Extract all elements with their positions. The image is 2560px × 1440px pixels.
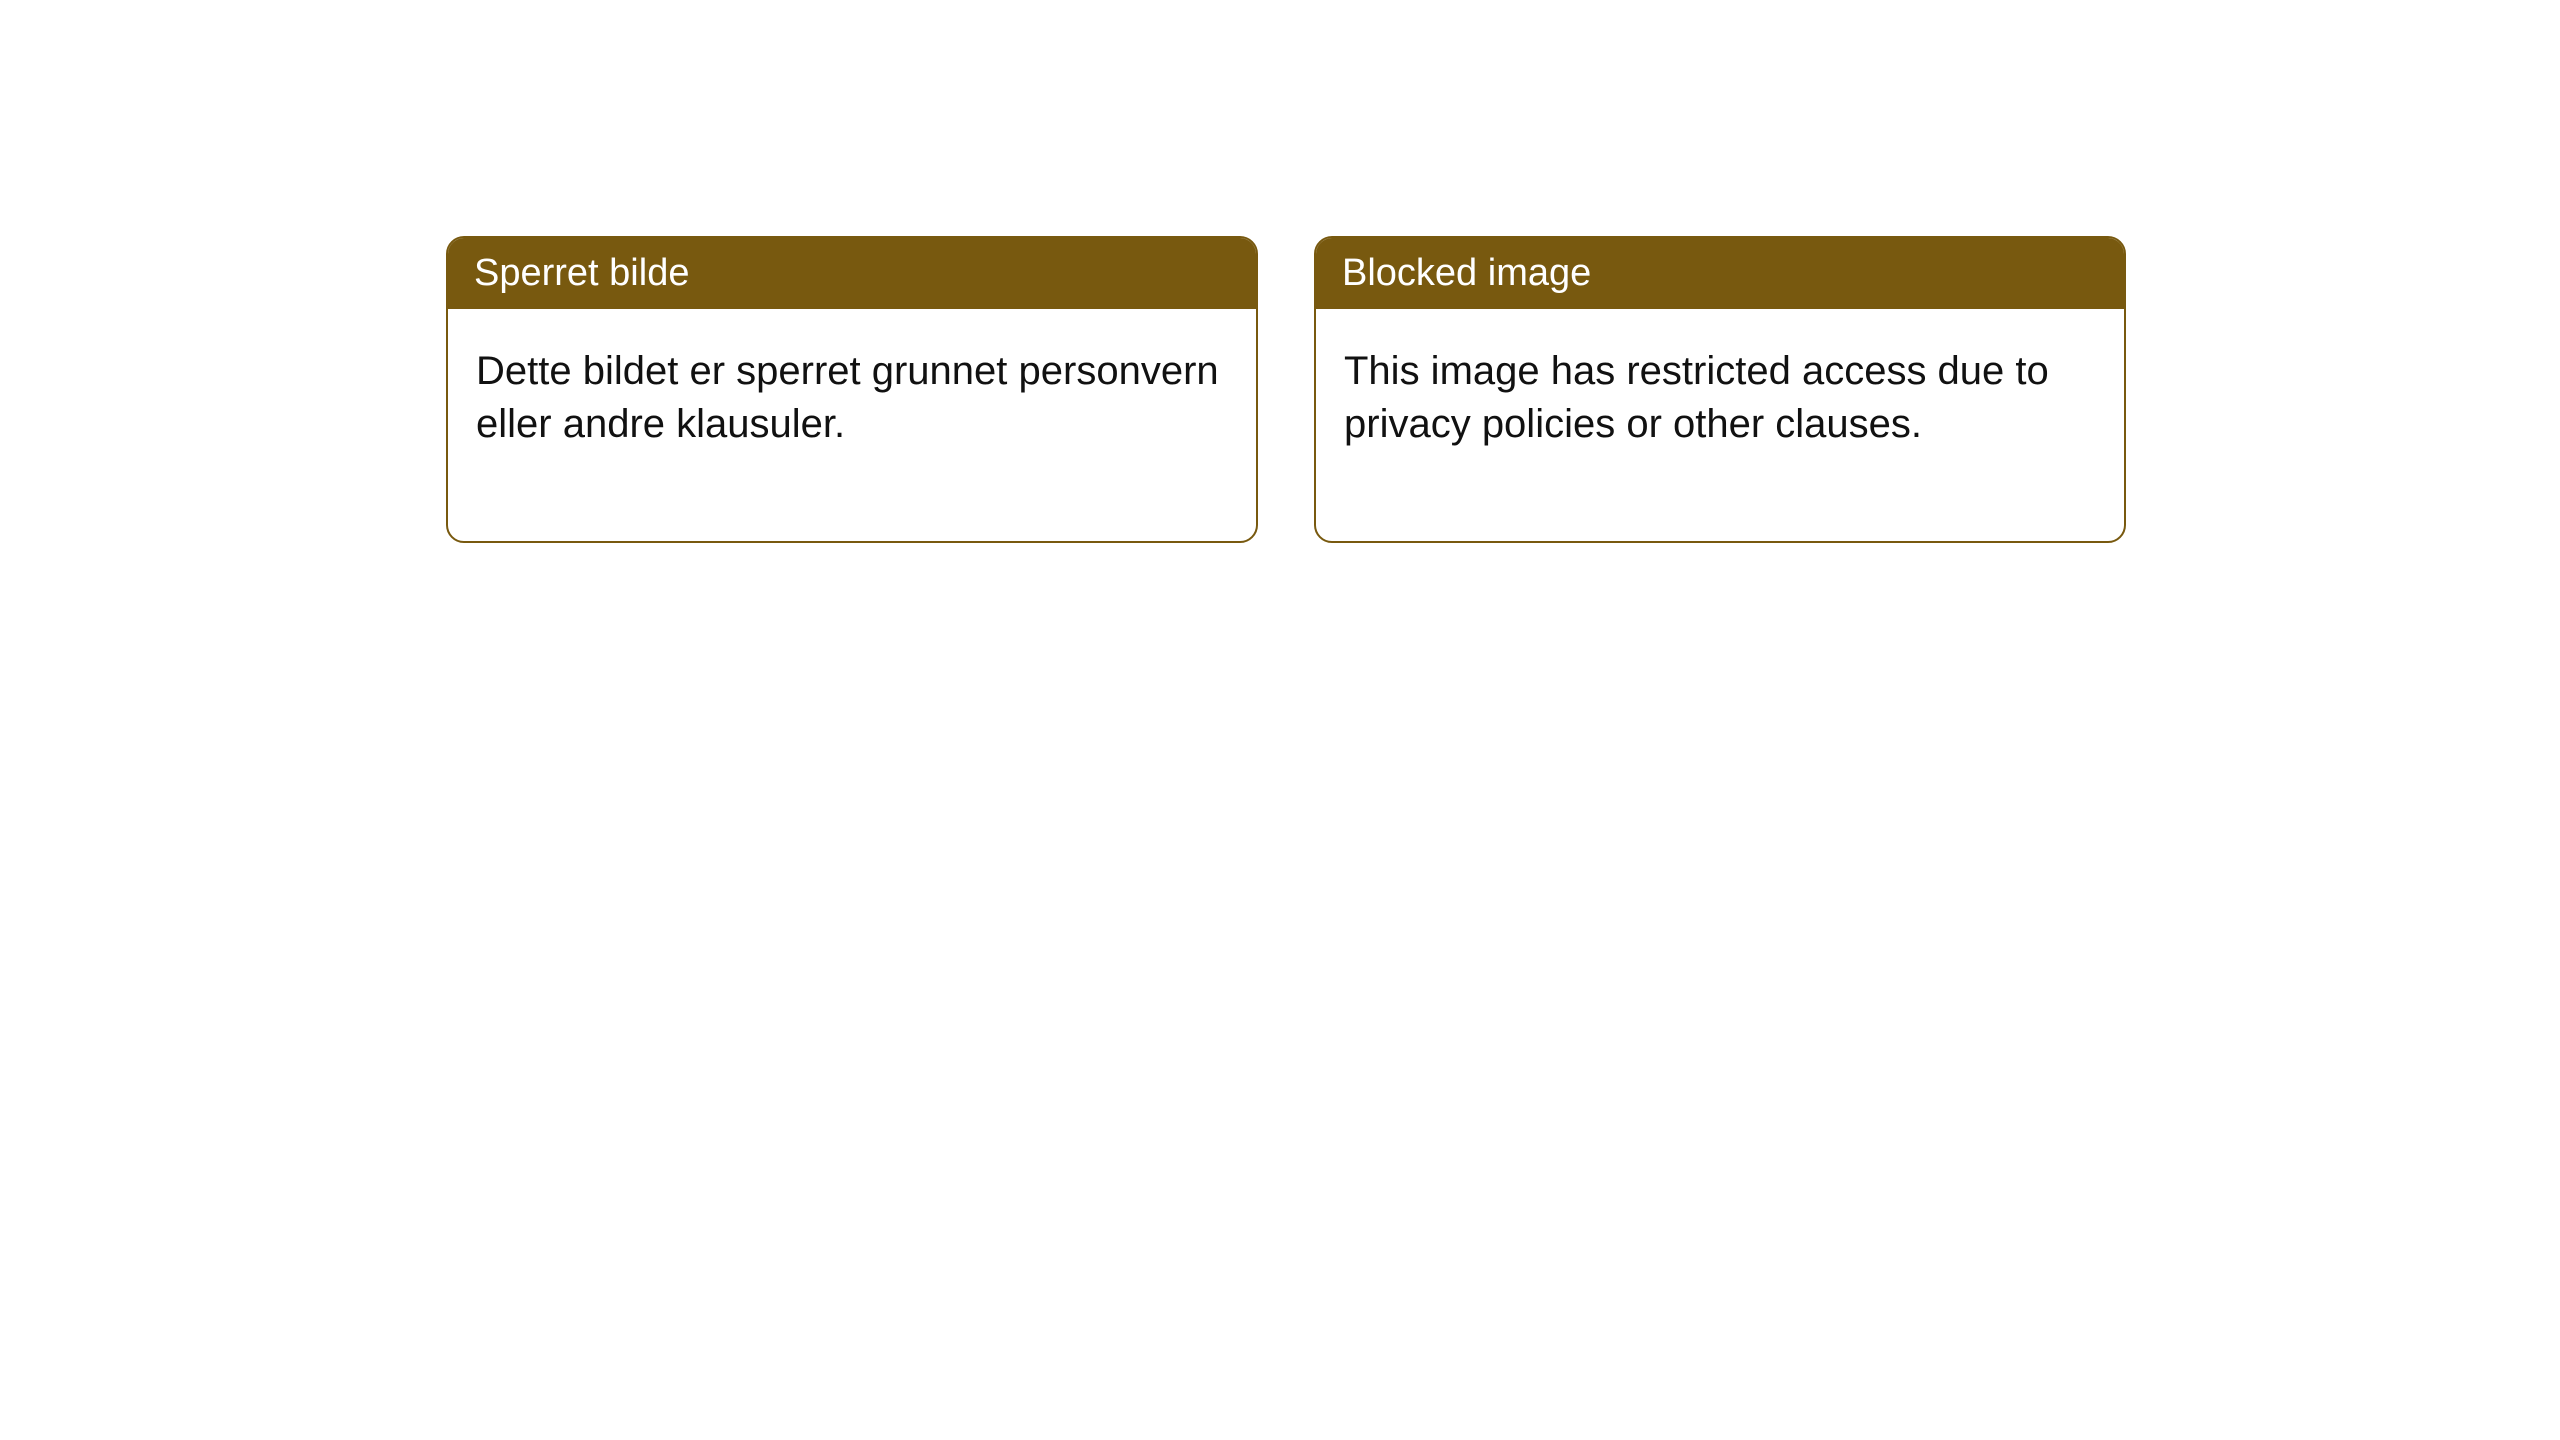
blocked-image-card-en: Blocked image This image has restricted … (1314, 236, 2126, 543)
card-body-no: Dette bildet er sperret grunnet personve… (448, 309, 1256, 541)
notice-cards-row: Sperret bilde Dette bildet er sperret gr… (0, 0, 2560, 543)
blocked-image-card-no: Sperret bilde Dette bildet er sperret gr… (446, 236, 1258, 543)
card-body-en: This image has restricted access due to … (1316, 309, 2124, 541)
card-title-en: Blocked image (1316, 238, 2124, 309)
card-title-no: Sperret bilde (448, 238, 1256, 309)
